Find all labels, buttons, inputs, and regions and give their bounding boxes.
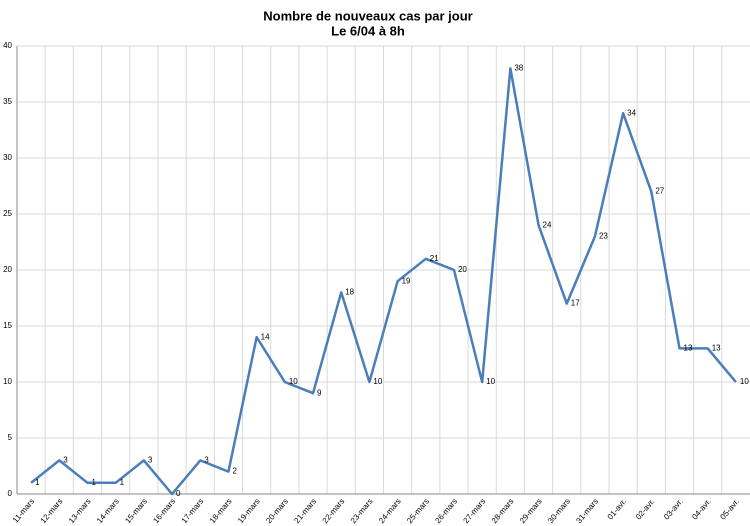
data-label: 9 xyxy=(317,388,322,397)
x-tick-label: 30-mars xyxy=(546,497,572,525)
x-tick-label: 04-avr. xyxy=(690,497,713,522)
data-label: 18 xyxy=(345,288,354,297)
x-tick-label: 23-mars xyxy=(349,497,375,525)
x-tick-label: 14-mars xyxy=(95,497,121,525)
x-tick-label: 31-mars xyxy=(574,497,600,525)
x-tick-label: 18-mars xyxy=(208,497,234,525)
data-label: 14 xyxy=(261,332,270,341)
data-label: 2 xyxy=(232,467,237,476)
data-label: 10 xyxy=(373,377,382,386)
x-tick-label: 28-mars xyxy=(490,497,516,525)
data-label: 24 xyxy=(543,220,552,229)
x-tick-label: 20-mars xyxy=(264,497,290,525)
y-tick-label: 15 xyxy=(3,321,12,330)
y-tick-label: 0 xyxy=(8,489,13,498)
data-label: 3 xyxy=(63,456,68,465)
data-line xyxy=(30,67,737,496)
x-tick-label: 01-avr. xyxy=(606,497,629,522)
data-label: 3 xyxy=(204,456,209,465)
data-label: 10 xyxy=(289,377,298,386)
y-tick-label: 40 xyxy=(3,41,12,50)
data-label: 1 xyxy=(120,478,125,487)
data-label: 10 xyxy=(486,377,495,386)
y-tick-label: 25 xyxy=(3,209,12,218)
data-label: 3 xyxy=(148,456,153,465)
x-tick-label: 13-mars xyxy=(67,497,93,525)
y-tick-label: 10 xyxy=(3,377,12,386)
data-label: 34 xyxy=(627,108,636,117)
data-label: 38 xyxy=(514,64,523,73)
data-label: 23 xyxy=(599,232,608,241)
x-tick-label: 03-avr. xyxy=(662,497,685,522)
x-tick-label: 16-mars xyxy=(151,497,177,525)
chart-title: Nombre de nouveaux cas par jour xyxy=(263,8,473,23)
chart-subtitle: Le 6/04 à 8h xyxy=(331,23,405,38)
x-tick-label: 26-mars xyxy=(433,497,459,525)
data-label: 20 xyxy=(458,265,467,274)
x-tick-label: 22-mars xyxy=(321,497,347,525)
x-tick-label: 15-mars xyxy=(123,497,149,525)
x-tick-label: 17-mars xyxy=(180,497,206,525)
x-tick-label: 21-mars xyxy=(292,497,318,525)
data-label: 19 xyxy=(402,276,411,285)
data-label: 13 xyxy=(684,344,693,353)
x-tick-label: 27-mars xyxy=(462,497,488,525)
data-label: 1 xyxy=(35,478,40,487)
y-tick-label: 30 xyxy=(3,153,12,162)
x-tick-label: 25-mars xyxy=(405,497,431,525)
x-tick-label: 12-mars xyxy=(39,497,65,525)
data-label: 27 xyxy=(655,187,664,196)
data-label: 13 xyxy=(712,344,721,353)
x-tick-label: 11-mars xyxy=(11,497,36,525)
data-label: 21 xyxy=(430,254,439,263)
data-label: 0 xyxy=(176,489,181,498)
y-tick-label: 35 xyxy=(3,97,12,106)
y-tick-label: 5 xyxy=(8,433,13,442)
x-tick-label: 29-mars xyxy=(518,497,544,525)
data-label: 10 xyxy=(740,377,749,386)
x-tick-label: 19-mars xyxy=(236,497,262,525)
x-tick-label: 02-avr. xyxy=(634,497,657,522)
data-label: 17 xyxy=(571,299,580,308)
data-label: 1 xyxy=(91,478,96,487)
x-tick-label: 05-avr. xyxy=(718,497,741,522)
x-tick-label: 24-mars xyxy=(377,497,403,525)
y-tick-label: 20 xyxy=(3,265,12,274)
